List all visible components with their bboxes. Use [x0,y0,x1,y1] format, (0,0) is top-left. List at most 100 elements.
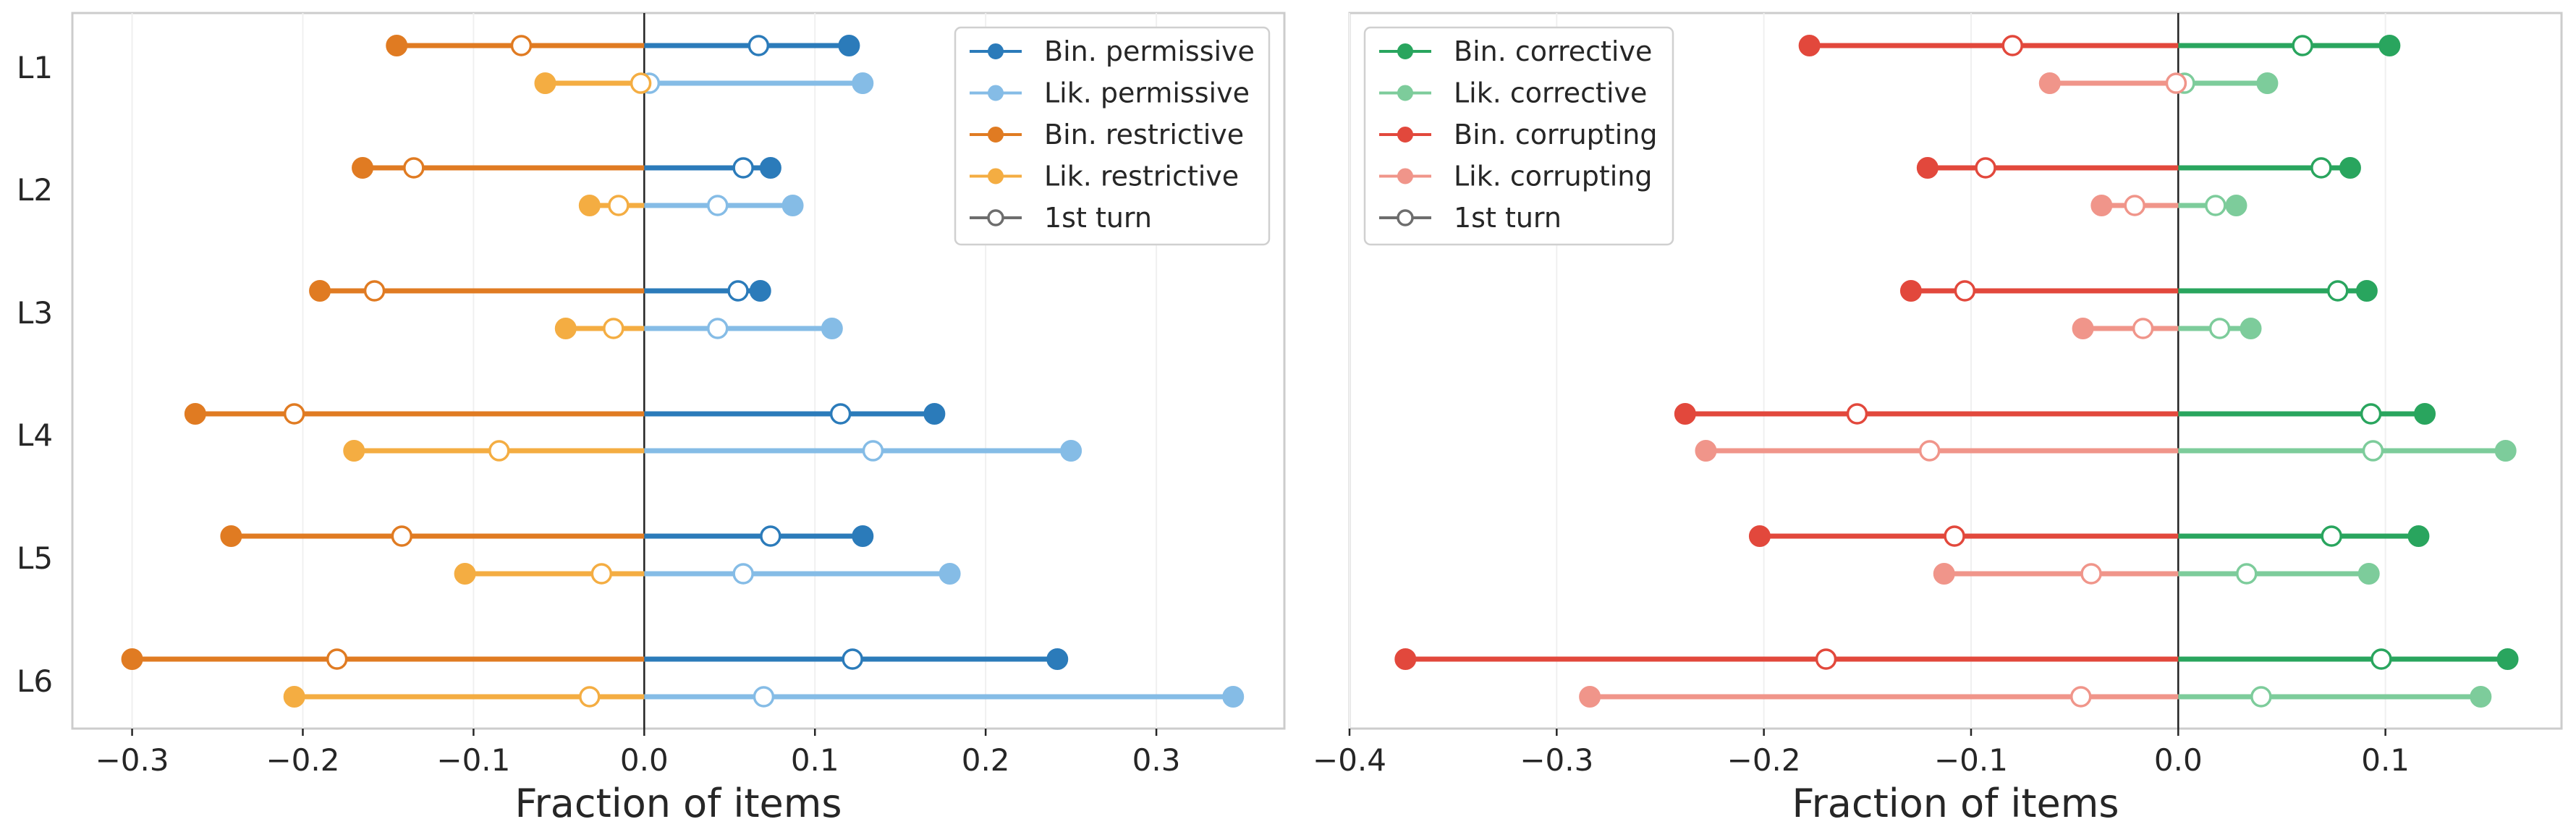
lik-corrective-first-turn-point [2208,318,2231,339]
legend-label: 1st turn [1044,202,1152,234]
y-category-label: L2 [17,172,53,208]
legend-marker [1397,168,1413,184]
bin-restrictive-final-point [309,280,331,302]
lik-corrective-final-point [2494,440,2517,462]
bin-permissive-first-turn-point [747,35,770,56]
lik-permissive-final-point [781,195,804,216]
x-tick-label: 0.0 [620,742,669,778]
y-category-label: L6 [17,663,53,699]
lik-corrupting-first-turn-point [2124,195,2145,216]
bin-permissive-first-turn-point [732,157,754,179]
lik-corrective-first-turn-point [2250,686,2272,708]
x-tick-label: 0.3 [1132,742,1181,778]
lik-restrictive-final-point [343,440,365,462]
lik-permissive-final-point [821,318,843,339]
bin-permissive-final-point [923,403,946,425]
bin-corrupting-final-point [1899,280,1922,302]
bin-corrective-first-turn-point [2327,280,2349,302]
x-tick-label: −0.3 [1520,742,1593,778]
bin-corrective-first-turn-point [2292,35,2313,56]
lik-corrupting-first-turn-point [2165,72,2187,94]
x-tick-label: −0.1 [1934,742,2008,778]
legend-marker-open [1397,209,1414,226]
lik-restrictive-first-turn-point [579,686,601,708]
bin-corrupting-final-point [1674,403,1696,425]
lik-corrupting-first-turn-point [2080,563,2102,585]
legend-label: Lik. permissive [1044,77,1250,109]
lik-restrictive-final-point [534,72,556,94]
bin-permissive-final-point [759,157,781,179]
legend-label: Lik. corrupting [1454,161,1652,192]
lik-restrictive-final-point [283,686,305,708]
bin-corrective-first-turn-point [2321,525,2342,547]
bin-restrictive-final-point [121,648,143,670]
lik-permissive-first-turn-point [707,318,729,339]
lik-permissive-first-turn-point [753,686,775,708]
right-panel-corrective-corrupting: −0.4 −0.3 −0.2 −0.1 0.0 0.1 Fraction of items B… [1313,12,2563,826]
bin-permissive-final-point [749,280,771,302]
lik-corrective-final-point [2357,563,2380,585]
legend-marker-open [987,209,1004,226]
bin-corrupting-first-turn-point [1944,525,1965,547]
bin-corrective-final-point [2378,35,2401,56]
bin-permissive-final-point [838,35,860,56]
x-tick-label: −0.3 [96,742,169,778]
lik-restrictive-first-turn-point [488,440,510,462]
bin-corrective-final-point [2496,648,2519,670]
bin-restrictive-first-turn-point [326,648,348,670]
legend-label: Bin. restrictive [1044,119,1244,150]
bin-corrupting-final-point [1748,525,1771,547]
lik-restrictive-first-turn-point [630,72,652,94]
y-category-label: L3 [17,295,53,331]
bin-restrictive-final-point [220,525,242,547]
legend-box [1363,26,1674,246]
bin-corrupting-first-turn-point [1846,403,1868,425]
bin-permissive-first-turn-point [727,280,749,302]
lik-permissive-final-point [1222,686,1245,708]
x-tick-label: 0.2 [962,742,1010,778]
x-tick-label: −0.4 [1313,742,1386,778]
bin-restrictive-first-turn-point [283,403,305,425]
bin-corrupting-final-point [1394,648,1417,670]
lik-corrective-first-turn-point [2362,440,2384,462]
bin-corrective-final-point [2355,280,2378,302]
lik-restrictive-final-point [554,318,577,339]
bin-restrictive-first-turn-point [391,525,413,547]
bin-corrective-final-point [2339,157,2361,179]
lik-corrective-first-turn-point [2236,563,2258,585]
lik-corrective-final-point [2470,686,2492,708]
bin-permissive-final-point [852,525,874,547]
legend-label: Lik. corrective [1454,77,1647,109]
lik-permissive-final-point [1060,440,1082,462]
y-category-label: L1 [17,50,53,85]
bin-restrictive-final-point [184,403,206,425]
legend-marker [988,127,1004,143]
legend-marker [1397,127,1413,143]
bin-corrective-first-turn-point [2370,648,2392,670]
bin-corrective-first-turn-point [2360,403,2382,425]
bin-corrupting-first-turn-point [2001,35,2023,56]
bin-restrictive-first-turn-point [510,35,533,56]
legend-label: Bin. corrupting [1454,119,1657,150]
legend-label: Bin. permissive [1044,35,1255,67]
lik-corrupting-first-turn-point [1918,440,1941,462]
x-tick-label: 0.0 [2154,742,2203,778]
lik-corrupting-first-turn-point [2069,686,2092,708]
bin-corrective-final-point [2414,403,2436,425]
lik-corrupting-final-point [1579,686,1601,708]
x-tick-label: −0.1 [436,742,510,778]
lik-corrective-final-point [2256,72,2279,94]
lik-permissive-first-turn-point [862,440,884,462]
x-tick-label: −0.2 [1727,742,1801,778]
lik-corrupting-first-turn-point [2132,318,2154,339]
bin-corrupting-final-point [1916,157,1939,179]
lik-restrictive-first-turn-point [590,563,613,585]
bin-corrective-first-turn-point [2310,157,2332,179]
bin-restrictive-final-point [352,157,374,179]
bin-restrictive-final-point [386,35,408,56]
bin-restrictive-first-turn-point [363,280,386,302]
legend-marker [988,168,1004,184]
lik-corrective-final-point [2225,195,2247,216]
lik-permissive-final-point [939,563,961,585]
